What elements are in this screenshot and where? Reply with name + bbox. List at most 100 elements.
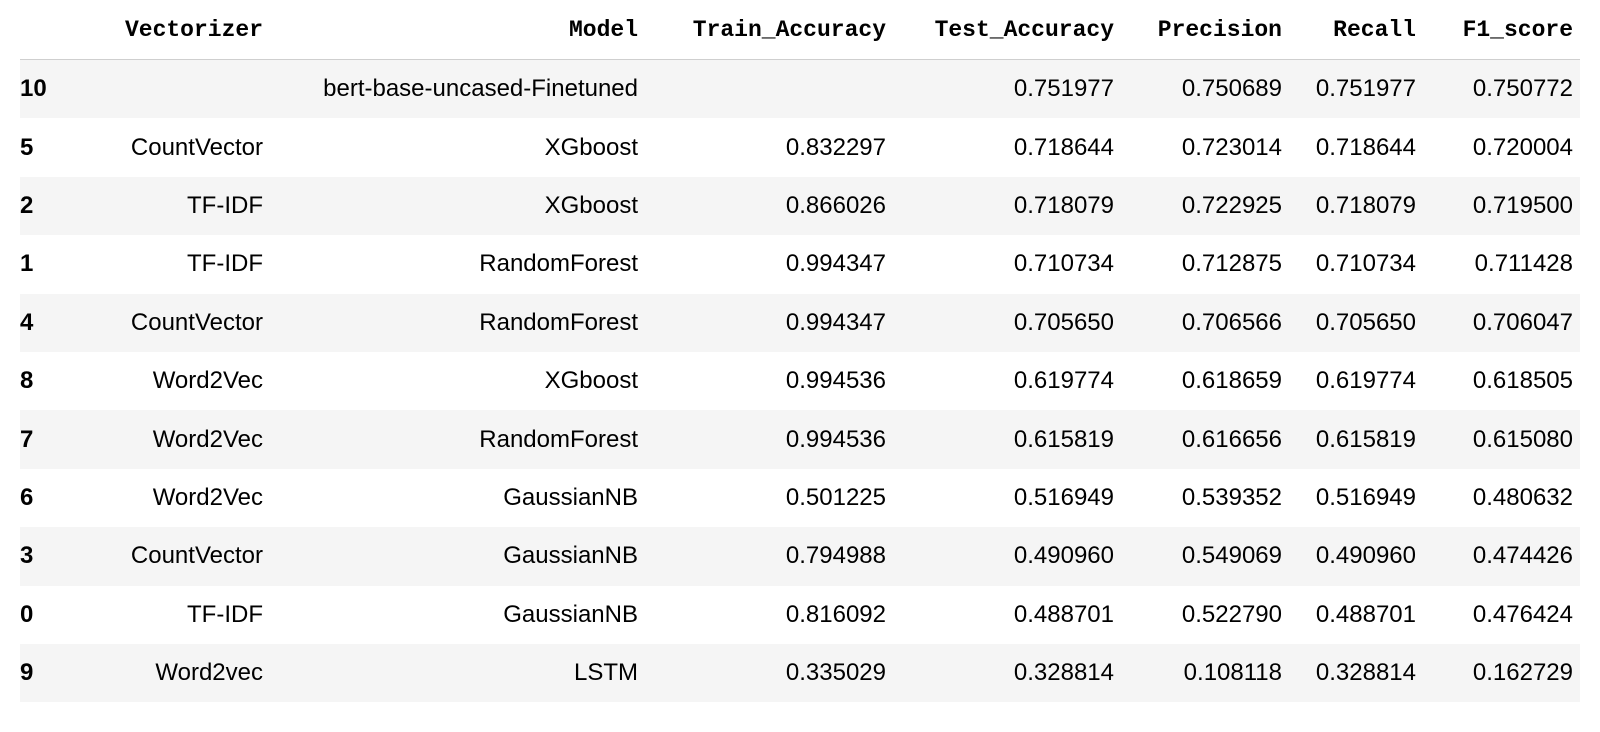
cell-train-accuracy: 0.335029 [785, 659, 886, 687]
cell-f1-score: 0.706047 [1472, 308, 1573, 336]
cell-f1-score: 0.720004 [1472, 133, 1573, 161]
cell-model: XGboost [544, 367, 638, 395]
table-row: 0 TF-IDF GaussianNB 0.816092 0.488701 0.… [20, 585, 1580, 644]
cell-vectorizer: Word2Vec [152, 367, 263, 395]
table-row: 2 TF-IDF XGboost 0.866026 0.718079 0.722… [20, 176, 1580, 236]
cell-test-accuracy: 0.619774 [1013, 367, 1114, 395]
cell-model: GaussianNB [503, 600, 638, 628]
cell-recall: 0.718079 [1315, 191, 1416, 219]
cell-precision: 0.706566 [1181, 308, 1282, 336]
cell-recall: 0.619774 [1315, 367, 1416, 395]
table-row: 4 CountVector RandomForest 0.994347 0.70… [20, 293, 1580, 352]
cell-precision: 0.549069 [1181, 542, 1282, 570]
cell-train-accuracy: 0.994536 [785, 367, 886, 395]
cell-recall: 0.328814 [1315, 659, 1416, 687]
cell-train-accuracy: 0.994536 [785, 425, 886, 453]
cell-precision: 0.108118 [1183, 659, 1282, 687]
table-row: 5 CountVector XGboost 0.832297 0.718644 … [20, 118, 1580, 177]
row-index: 6 [20, 483, 34, 511]
cell-vectorizer: TF-IDF [187, 600, 263, 628]
header-row: Vectorizer Model Train_Accuracy Test_Acc… [20, 0, 1580, 60]
cell-test-accuracy: 0.751977 [1013, 75, 1114, 103]
cell-train-accuracy: 0.994347 [785, 250, 886, 278]
cell-recall: 0.615819 [1315, 425, 1416, 453]
cell-vectorizer: Word2Vec [152, 425, 263, 453]
cell-test-accuracy: 0.705650 [1013, 308, 1114, 336]
row-index: 4 [20, 308, 34, 336]
dataframe-output: Vectorizer Model Train_Accuracy Test_Acc… [20, 0, 1580, 703]
cell-train-accuracy: 0.816092 [785, 600, 886, 628]
table-body: 10 bert-base-uncased-Finetuned 0.751977 … [20, 59, 1580, 703]
cell-precision: 0.522790 [1181, 600, 1282, 628]
cell-test-accuracy: 0.490960 [1013, 542, 1114, 570]
cell-vectorizer [80, 60, 270, 119]
header-precision: Precision [1121, 0, 1289, 60]
cell-recall: 0.705650 [1315, 308, 1416, 336]
cell-train-accuracy: 0.994347 [785, 308, 886, 336]
row-index: 10 [20, 75, 47, 103]
cell-test-accuracy: 0.328814 [1013, 659, 1114, 687]
cell-train-accuracy: 0.866026 [785, 191, 886, 219]
cell-precision: 0.618659 [1181, 367, 1282, 395]
cell-vectorizer: CountVector [130, 133, 263, 161]
cell-f1-score: 0.618505 [1472, 367, 1573, 395]
cell-model: RandomForest [479, 250, 638, 278]
cell-f1-score: 0.480632 [1472, 483, 1573, 511]
header-model: Model [270, 0, 645, 60]
cell-recall: 0.751977 [1315, 75, 1416, 103]
cell-train-accuracy: 0.794988 [785, 542, 886, 570]
header-index [20, 0, 80, 60]
cell-train-accuracy [645, 60, 893, 119]
cell-recall: 0.516949 [1315, 483, 1416, 511]
cell-model: bert-base-uncased-Finetuned [323, 75, 638, 103]
cell-vectorizer: CountVector [130, 308, 263, 336]
cell-f1-score: 0.711428 [1474, 250, 1573, 278]
cell-precision: 0.723014 [1181, 133, 1282, 161]
cell-test-accuracy: 0.516949 [1013, 483, 1114, 511]
cell-vectorizer: Word2vec [155, 659, 263, 687]
cell-test-accuracy: 0.615819 [1013, 425, 1114, 453]
header-f1-score: F1_score [1423, 0, 1580, 60]
cell-vectorizer: TF-IDF [187, 250, 263, 278]
cell-precision: 0.539352 [1181, 483, 1282, 511]
cell-model: LSTM [573, 659, 638, 687]
header-recall: Recall [1289, 0, 1423, 60]
cell-f1-score: 0.719500 [1472, 191, 1573, 219]
cell-vectorizer: Word2Vec [152, 483, 263, 511]
table-row: 10 bert-base-uncased-Finetuned 0.751977 … [20, 59, 1580, 119]
row-index: 2 [20, 191, 34, 219]
table-row: 3 CountVector GaussianNB 0.794988 0.4909… [20, 527, 1580, 586]
header-vectorizer: Vectorizer [80, 0, 270, 60]
cell-test-accuracy: 0.718644 [1013, 133, 1114, 161]
cell-model: XGboost [544, 191, 638, 219]
table-header: Vectorizer Model Train_Accuracy Test_Acc… [20, 0, 1580, 60]
row-index: 8 [20, 367, 34, 395]
cell-test-accuracy: 0.710734 [1013, 250, 1114, 278]
cell-precision: 0.750689 [1181, 75, 1282, 103]
row-index: 5 [20, 133, 34, 161]
cell-train-accuracy: 0.832297 [785, 133, 886, 161]
cell-model: RandomForest [479, 425, 638, 453]
cell-train-accuracy: 0.501225 [785, 483, 886, 511]
row-index: 7 [20, 425, 34, 453]
cell-f1-score: 0.476424 [1472, 600, 1573, 628]
cell-vectorizer: TF-IDF [187, 191, 263, 219]
row-index: 0 [20, 600, 34, 628]
cell-f1-score: 0.615080 [1472, 425, 1573, 453]
cell-vectorizer: CountVector [130, 542, 263, 570]
table-row: 7 Word2Vec RandomForest 0.994536 0.61581… [20, 410, 1580, 469]
cell-model: XGboost [544, 133, 638, 161]
table-row: 9 Word2vec LSTM 0.335029 0.328814 0.1081… [20, 643, 1580, 703]
cell-model: RandomForest [479, 308, 638, 336]
cell-recall: 0.710734 [1315, 250, 1416, 278]
header-train-accuracy: Train_Accuracy [645, 0, 893, 60]
cell-f1-score: 0.750772 [1472, 75, 1573, 103]
table-row: 1 TF-IDF RandomForest 0.994347 0.710734 … [20, 235, 1580, 294]
cell-recall: 0.718644 [1315, 133, 1416, 161]
cell-precision: 0.722925 [1181, 191, 1282, 219]
table-row: 8 Word2Vec XGboost 0.994536 0.619774 0.6… [20, 351, 1580, 411]
cell-f1-score: 0.474426 [1472, 542, 1573, 570]
cell-f1-score: 0.162729 [1472, 659, 1573, 687]
row-index: 3 [20, 542, 34, 570]
row-index: 1 [20, 250, 34, 278]
